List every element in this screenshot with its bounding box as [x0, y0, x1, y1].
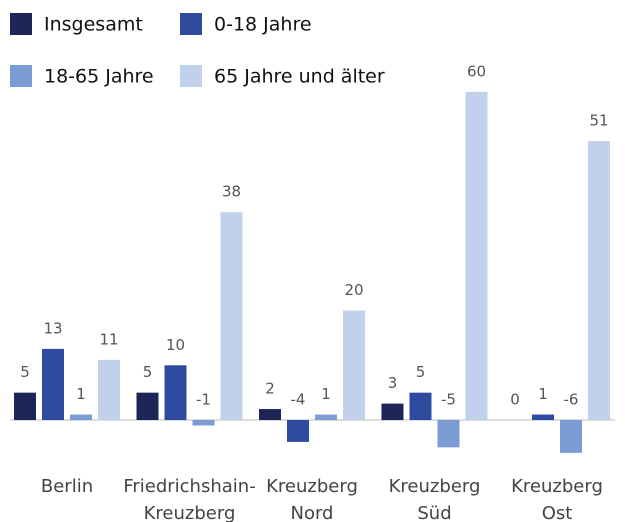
bar — [14, 392, 36, 421]
value-label: 5 — [416, 363, 426, 381]
legend-swatch — [10, 13, 32, 35]
x-tick-label: Berlin — [41, 476, 93, 497]
bar — [287, 420, 309, 442]
bar — [164, 365, 187, 421]
value-label: 10 — [166, 336, 185, 354]
bar — [70, 414, 92, 421]
value-label: 13 — [43, 319, 62, 337]
x-tick-label: Kreuzberg — [144, 503, 236, 522]
value-label: 51 — [589, 112, 608, 130]
bar — [381, 403, 404, 421]
value-label: 20 — [344, 281, 363, 299]
value-label: -1 — [196, 391, 211, 409]
bar — [532, 414, 554, 421]
value-label: 38 — [222, 183, 241, 201]
legend-swatch — [180, 13, 202, 35]
bar — [98, 359, 120, 421]
bar — [437, 420, 460, 448]
value-label: -6 — [564, 391, 579, 409]
bar — [42, 348, 64, 421]
value-label: -4 — [291, 391, 306, 409]
value-label: 5 — [143, 363, 153, 381]
bar — [560, 420, 582, 453]
bar — [343, 310, 365, 421]
x-tick-label: Süd — [417, 503, 451, 522]
legend-label: Insgesamt — [44, 14, 143, 36]
value-label: 5 — [20, 363, 30, 381]
bar — [315, 414, 337, 421]
legend-label: 0-18 Jahre — [214, 14, 312, 36]
x-tick-label: Friedrichshain- — [123, 476, 255, 497]
bar — [192, 420, 215, 426]
legend-swatch — [10, 65, 32, 87]
value-label: 60 — [467, 62, 486, 80]
x-tick-label: Kreuzberg — [389, 476, 481, 497]
bar — [136, 392, 159, 421]
value-label: 0 — [510, 391, 520, 409]
value-label: 1 — [76, 385, 86, 403]
x-tick-label: Kreuzberg — [266, 476, 358, 497]
value-label: 2 — [265, 380, 275, 398]
legend-label: 65 Jahre und älter — [214, 66, 385, 88]
legend-swatch — [180, 65, 202, 87]
value-label: 3 — [388, 374, 398, 392]
x-tick-label: Nord — [291, 503, 334, 522]
bar — [220, 212, 243, 421]
bar — [465, 91, 488, 421]
legend-label: 18-65 Jahre — [44, 66, 154, 88]
value-label: 1 — [538, 385, 548, 403]
value-label: -5 — [441, 391, 456, 409]
bar — [259, 409, 281, 421]
bar — [588, 141, 610, 421]
bar — [409, 392, 432, 421]
x-tick-label: Ost — [542, 503, 573, 522]
x-tick-label: Kreuzberg — [511, 476, 603, 497]
value-label: 1 — [321, 385, 331, 403]
value-label: 11 — [99, 330, 118, 348]
